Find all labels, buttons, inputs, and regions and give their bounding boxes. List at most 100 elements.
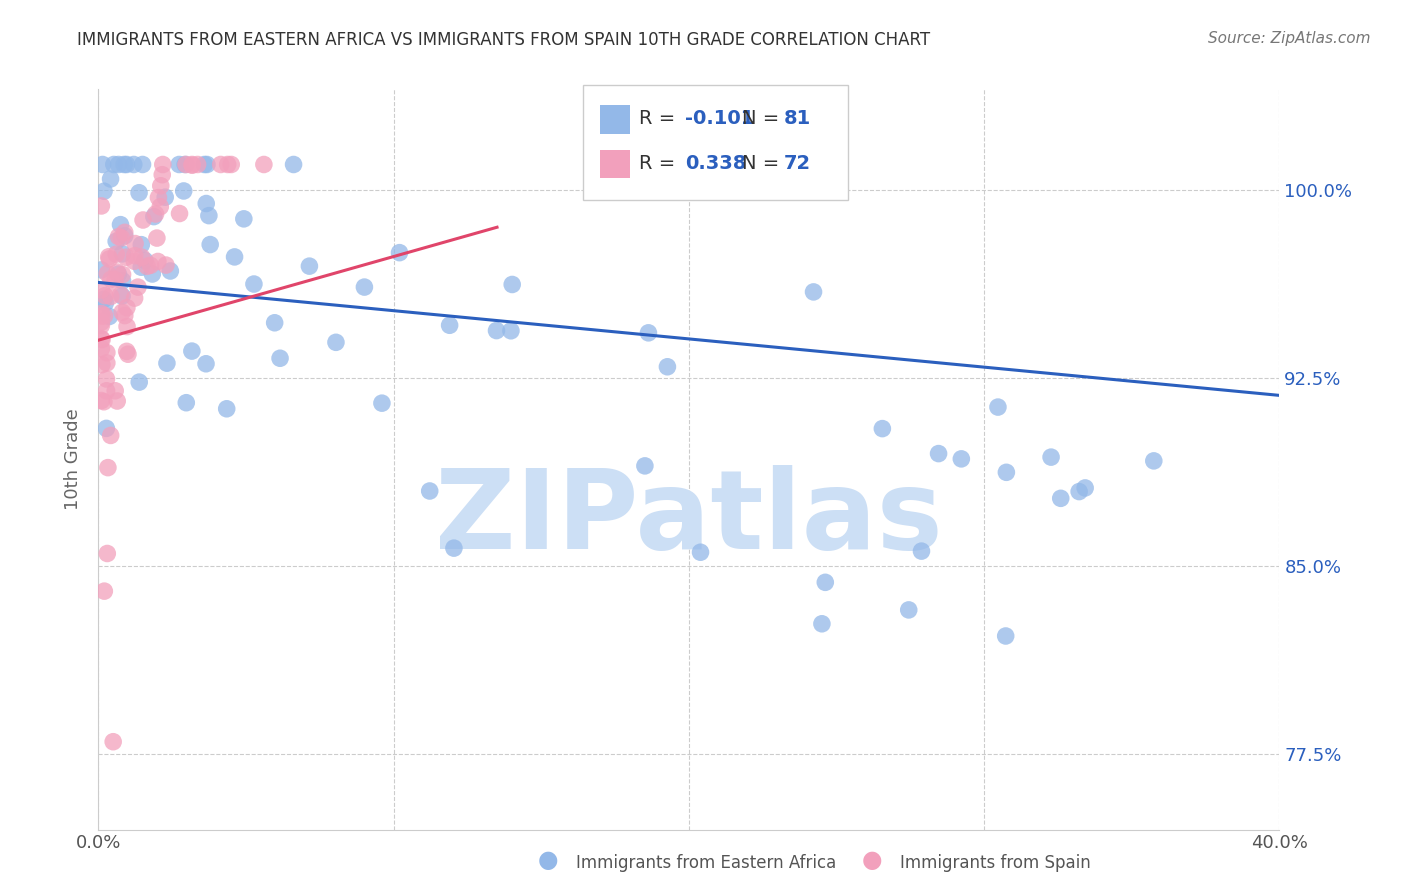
Point <box>96 384 118 398</box>
Point <box>224 250 246 264</box>
Bar <box>600 150 630 178</box>
Point <box>115 344 138 359</box>
Bar <box>600 105 630 134</box>
Point <box>103 735 125 749</box>
Point <box>100 272 122 286</box>
Point <box>443 541 465 556</box>
Point <box>90 393 112 408</box>
Point <box>111 268 134 282</box>
Text: ●: ● <box>538 848 558 872</box>
Point <box>142 210 165 224</box>
Point <box>90 199 112 213</box>
Point <box>105 247 128 261</box>
Point <box>159 264 181 278</box>
Point <box>124 254 146 268</box>
Point <box>104 273 127 287</box>
Point <box>131 157 153 171</box>
Point <box>195 357 218 371</box>
Point <box>90 342 112 356</box>
Point <box>897 603 920 617</box>
Point <box>181 158 204 172</box>
Point <box>180 344 202 359</box>
Text: N =: N = <box>742 153 786 173</box>
Point <box>1049 491 1071 506</box>
Point <box>96 372 118 386</box>
Point <box>169 206 191 220</box>
Point <box>105 235 128 249</box>
Point <box>209 157 232 171</box>
Point <box>91 333 114 347</box>
Point <box>124 291 146 305</box>
Point <box>131 237 153 252</box>
Point <box>128 186 150 200</box>
Point <box>110 287 132 301</box>
Point <box>93 184 115 198</box>
Point <box>105 394 128 409</box>
Point <box>127 280 149 294</box>
Text: 72: 72 <box>783 153 810 173</box>
Point <box>115 157 138 171</box>
Point <box>187 157 209 171</box>
FancyBboxPatch shape <box>582 86 848 201</box>
Point <box>103 157 125 171</box>
Point <box>243 277 266 291</box>
Point <box>128 375 150 389</box>
Point <box>637 326 659 340</box>
Point <box>174 157 197 171</box>
Point <box>152 157 174 171</box>
Point <box>107 157 129 171</box>
Point <box>682 183 704 197</box>
Point <box>146 254 169 268</box>
Text: ZIPatlas: ZIPatlas <box>434 465 943 572</box>
Point <box>167 157 190 171</box>
Point <box>149 200 172 214</box>
Point <box>115 319 138 334</box>
Point <box>149 178 172 193</box>
Point <box>1074 481 1097 495</box>
Point <box>139 258 162 272</box>
Point <box>353 280 375 294</box>
Point <box>90 358 112 372</box>
Point <box>90 332 112 346</box>
Point <box>219 157 242 171</box>
Point <box>1143 454 1166 468</box>
Point <box>105 265 128 279</box>
Point <box>193 157 215 171</box>
Point <box>950 451 973 466</box>
Point <box>115 301 138 315</box>
Point <box>117 347 139 361</box>
Point <box>129 260 152 275</box>
Point <box>995 466 1018 480</box>
Point <box>90 263 112 277</box>
Point <box>115 250 138 264</box>
Point <box>104 384 127 398</box>
Point <box>91 309 114 323</box>
Point <box>283 157 305 171</box>
Point <box>215 401 238 416</box>
Point <box>910 544 932 558</box>
Point <box>195 196 218 211</box>
Point <box>93 584 115 599</box>
Point <box>217 157 239 171</box>
Point <box>124 236 146 251</box>
Point <box>325 335 347 350</box>
Point <box>98 310 121 324</box>
Point <box>146 231 169 245</box>
Point <box>371 396 394 410</box>
Point <box>195 157 218 171</box>
Point <box>93 293 115 307</box>
Point <box>155 190 177 204</box>
Point <box>298 259 321 273</box>
Point <box>134 253 156 268</box>
Y-axis label: 10th Grade: 10th Grade <box>65 409 83 510</box>
Point <box>150 168 173 182</box>
Text: Source: ZipAtlas.com: Source: ZipAtlas.com <box>1208 31 1371 46</box>
Point <box>232 211 254 226</box>
Point <box>811 616 834 631</box>
Point <box>93 394 115 409</box>
Point <box>814 575 837 590</box>
Point <box>100 172 122 186</box>
Point <box>198 209 221 223</box>
Point <box>148 190 170 204</box>
Point <box>928 447 950 461</box>
